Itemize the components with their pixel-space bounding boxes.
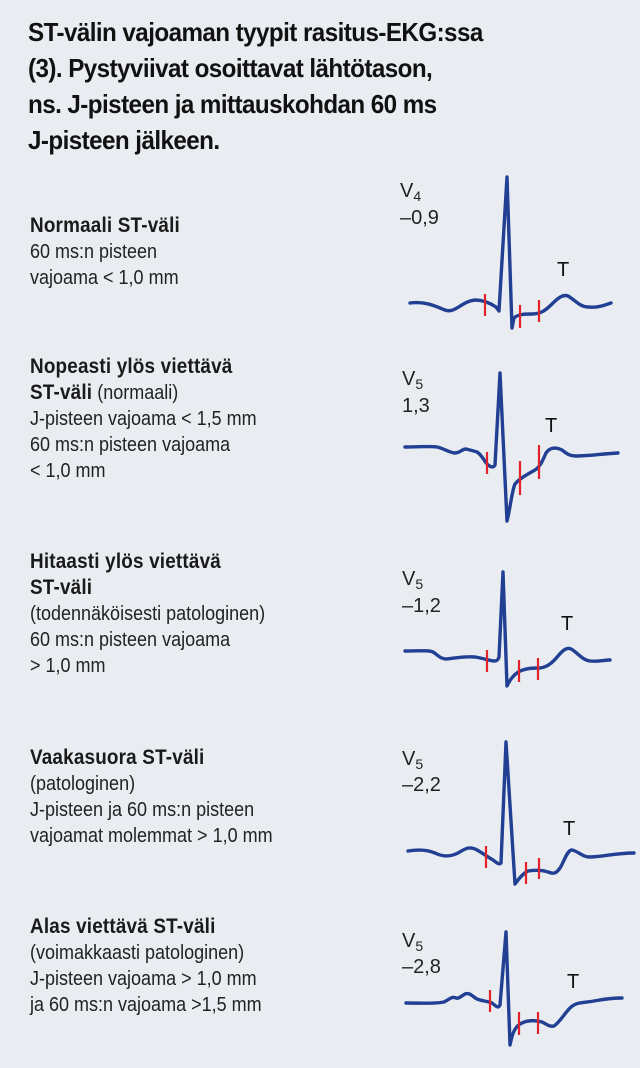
section-line: > 1,0 mm [30,655,106,677]
section-line: vajoamat molemmat > 1,0 mm [30,825,273,847]
t-wave-label: T [567,971,579,993]
section-heading-suffix: (normaali) [92,382,179,404]
section-line: vajoama < 1,0 mm [30,267,179,289]
title-line: ns. J-pisteen ja mittauskohdan 60 ms [28,89,437,119]
t-wave-label: T [561,613,573,635]
st-value: –2,2 [402,774,441,796]
title-line: J-pisteen jälkeen. [28,125,220,155]
st-value: 1,3 [402,395,430,417]
lead-label: V5 [402,368,423,392]
section-normal-st: Normaali ST-väli 60 ms:n pisteen vajoama… [30,213,354,291]
section-line: (patologinen) [30,773,136,795]
ecg-waveform [403,570,612,688]
section-line: J-pisteen vajoama > 1,0 mm [30,968,257,990]
section-line: ja 60 ms:n vajoama >1,5 mm [30,994,262,1016]
section-horizontal-st: Vaakasuora ST-väli (patologinen) J-piste… [30,745,354,849]
section-heading: Hitaasti ylös viettävä [30,550,221,573]
section-line: 60 ms:n pisteen vajoama [30,434,231,456]
st-value: –1,2 [402,595,441,617]
section-slow-upsloping-st: Hitaasti ylös viettävä ST-väli (todennäk… [30,549,354,679]
ecg-trace-normal: V4 –0,9 T [400,175,613,330]
section-line: < 1,0 mm [30,460,106,482]
st-value: –2,8 [402,956,441,978]
ecg-trace-slow-upsloping: V5 –1,2 T [402,568,612,688]
lead-label: V5 [402,748,423,772]
section-heading: ST-väli [30,381,93,404]
title-line: (3). Pystyviivat osoittavat lähtötason, [28,53,433,83]
section-line: J-pisteen ja 60 ms:n pisteen [30,799,255,821]
section-heading: Normaali ST-väli [30,214,180,237]
ecg-waveform [404,930,624,1047]
section-heading: Vaakasuora ST-väli [30,746,205,769]
ecg-trace-downsloping: V5 –2,8 T [402,930,624,1047]
ecg-waveform [403,371,620,523]
ecg-trace-horizontal: V5 –2,2 T [402,740,636,886]
lead-label: V4 [400,180,421,204]
section-line: 60 ms:n pisteen [30,241,158,263]
lead-label: V5 [402,568,423,592]
lead-label: V5 [402,930,423,954]
ecg-waveform [408,175,613,330]
section-line: J-pisteen vajoama < 1,5 mm [30,408,257,430]
section-heading: ST-väli [30,576,93,599]
section-downsloping-st: Alas viettävä ST-väli (voimakkaasti pato… [30,914,354,1018]
section-fast-upsloping-st: Nopeasti ylös viettävä ST-väli (normaali… [30,354,354,484]
figure-title: ST-välin vajoaman tyypit rasitus-EKG:ssa… [28,14,586,158]
st-value: –0,9 [400,207,439,229]
section-line: 60 ms:n pisteen vajoama [30,629,231,651]
title-line: ST-välin vajoaman tyypit rasitus-EKG:ssa [28,17,483,47]
ecg-trace-fast-upsloping: V5 1,3 T [402,368,620,523]
t-wave-label: T [557,259,569,281]
section-line: (todennäköisesti patologinen) [30,603,266,625]
ecg-waveform [406,740,636,886]
t-wave-label: T [545,415,557,437]
section-line: (voimakkaasti patologinen) [30,942,245,964]
section-heading: Alas viettävä ST-väli [30,915,216,938]
t-wave-label: T [563,818,575,840]
section-heading: Nopeasti ylös viettävä [30,355,233,378]
